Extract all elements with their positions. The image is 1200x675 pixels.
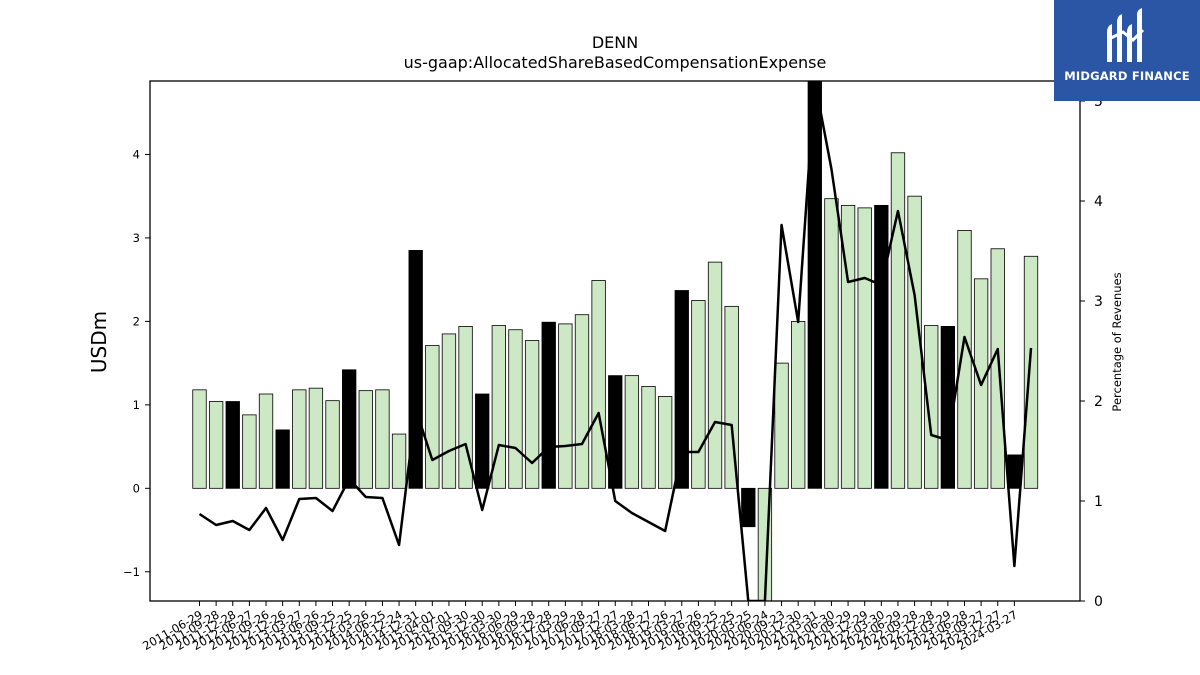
- y2-tick-label: 0: [1094, 594, 1103, 610]
- bar-2015-07-01: [441, 333, 457, 489]
- bar-2023-12-27: [990, 248, 1005, 489]
- bar-2011-12-28: [225, 401, 240, 489]
- bar-undefined: [1023, 255, 1039, 489]
- chart-subtitle: us-gaap:AllocatedShareBasedCompensationE…: [404, 53, 827, 72]
- bar-2015-12-30: [475, 393, 490, 489]
- bar-2020-09-23: [774, 362, 789, 489]
- bar-2016-12-28: [541, 321, 556, 489]
- midgard-finance-logo: MIDGARD FINANCE: [1054, 0, 1200, 101]
- logo-text: MIDGARD FINANCE: [1064, 69, 1190, 83]
- bar-2021-12-29: [857, 207, 872, 489]
- bar-2019-03-27: [674, 290, 689, 489]
- y2-tick-label: 4: [1094, 194, 1103, 210]
- bar-2014-03-26: [358, 390, 373, 489]
- bar-2024-03-27: [1007, 454, 1022, 489]
- bar-series: [192, 81, 1039, 601]
- bar-2021-09-29: [840, 204, 856, 489]
- bar-2018-12-26: [657, 396, 673, 489]
- y-tick-label: 4: [133, 147, 140, 161]
- bar-2012-06-27: [242, 414, 257, 489]
- bar-2015-04-01: [425, 345, 440, 489]
- bar-2018-03-28: [624, 375, 640, 489]
- axes: −1012340123452011-06-292011-09-282011-12…: [123, 80, 1103, 653]
- y2-tick-label: 3: [1094, 294, 1103, 310]
- bar-2021-03-31: [807, 81, 822, 489]
- bar-2023-03-29: [940, 325, 955, 489]
- bar-2017-03-29: [558, 323, 573, 489]
- bar-2013-06-26: [308, 387, 324, 489]
- bar-2013-12-25: [342, 369, 357, 489]
- bar-2022-12-28: [924, 325, 939, 489]
- bar-2012-09-26: [258, 393, 274, 489]
- y-tick-label: 1: [133, 398, 140, 412]
- bar-2019-12-25: [724, 305, 739, 489]
- bar-2018-06-27: [641, 386, 656, 489]
- bar-2016-09-28: [524, 340, 540, 489]
- bar-2015-09-30: [458, 325, 473, 489]
- y-tick-label: −1: [123, 565, 140, 579]
- bar-2017-09-27: [591, 280, 606, 489]
- bar-2012-12-26: [275, 429, 290, 489]
- percentage-line-series: [198, 81, 1033, 601]
- bar-2011-09-28: [208, 401, 224, 489]
- y-tick-label: 3: [133, 231, 140, 245]
- y2-tick-label: 1: [1094, 494, 1103, 510]
- bar-2016-06-29: [508, 329, 523, 489]
- bar-2022-03-30: [874, 204, 889, 489]
- bar-2020-12-30: [791, 320, 806, 489]
- bar-2017-06-28: [574, 314, 590, 489]
- y2-tick-label: 5: [1094, 94, 1103, 110]
- bar-2011-06-29: [192, 389, 207, 489]
- bar-2022-06-29: [890, 152, 906, 489]
- bar-2019-09-25: [707, 261, 723, 489]
- midgard-logo-icon: [1107, 8, 1145, 62]
- bar-2014-06-25: [375, 389, 390, 489]
- bar-2014-12-24: [391, 433, 407, 489]
- bar-2013-09-25: [325, 400, 340, 489]
- y2-tick-label: 2: [1094, 394, 1103, 410]
- bar-2013-03-27: [292, 389, 307, 489]
- y-tick-label: 0: [133, 481, 140, 495]
- y2-axis-label: Percentage of Revenues: [1110, 272, 1124, 411]
- percentage-line: [198, 81, 1033, 601]
- bar-2016-03-30: [491, 325, 506, 489]
- y-tick-label: 2: [133, 314, 140, 328]
- bar-2017-12-27: [608, 375, 623, 489]
- y-axis-label: USDm: [87, 311, 111, 373]
- bar-2021-06-30: [824, 198, 839, 489]
- bar-2019-06-26: [691, 300, 706, 489]
- chart-title: DENN: [592, 33, 638, 52]
- bar-2020-03-25: [741, 487, 756, 528]
